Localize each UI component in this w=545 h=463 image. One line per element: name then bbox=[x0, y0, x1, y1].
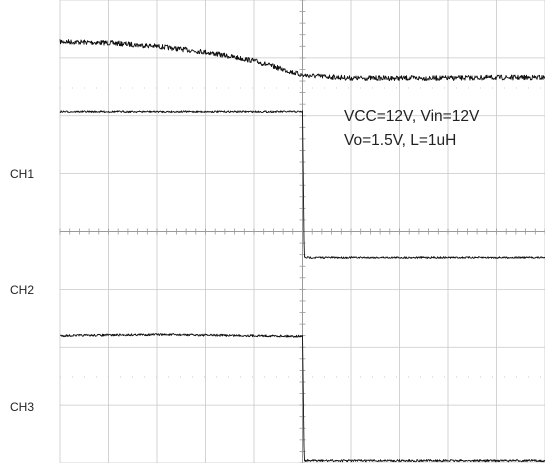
trace-ch1 bbox=[59, 110, 545, 259]
channel-label-ch1: CH1 bbox=[10, 167, 35, 181]
traces bbox=[59, 39, 545, 463]
channel-label-ch2: CH2 bbox=[10, 283, 35, 297]
annotation-supply: VCC=12V, Vin=12V bbox=[344, 108, 480, 125]
channel-label-ch3: CH3 bbox=[10, 400, 35, 414]
annotation-output: Vo=1.5V, L=1uH bbox=[344, 132, 457, 149]
graticule bbox=[59, 0, 545, 463]
trace-ch2 bbox=[60, 333, 545, 463]
trace-top bbox=[59, 39, 545, 82]
